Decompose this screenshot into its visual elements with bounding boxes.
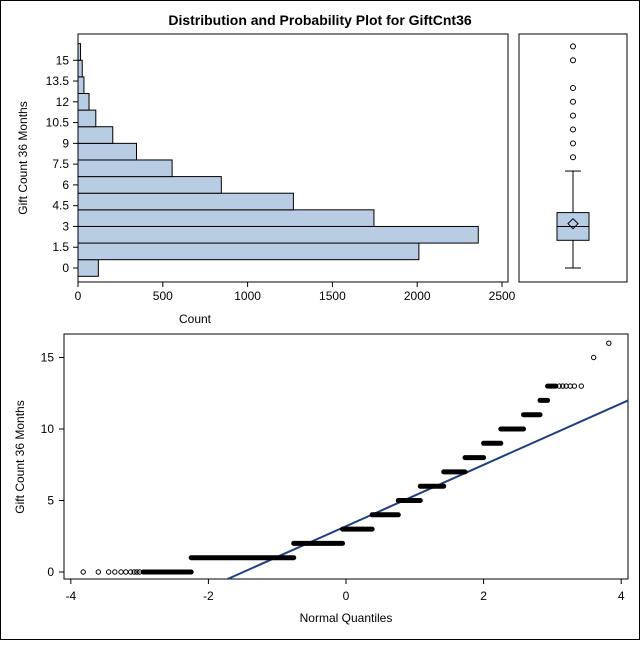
- qq-point: [95, 569, 102, 575]
- outlier-point: [570, 57, 576, 64]
- outlier-point: [570, 84, 576, 91]
- qq-point: [136, 569, 143, 575]
- y-tick-label: 6: [62, 178, 69, 192]
- x-tick-label: 1500: [319, 289, 346, 303]
- y-tick-label: 7.5: [52, 157, 69, 171]
- qq-y-tick-label: 10: [41, 422, 55, 436]
- y-tick-label: 0: [62, 261, 69, 275]
- qq-point: [80, 569, 86, 575]
- qq-y-tick-label: 0: [47, 565, 54, 579]
- qq-x-tick-label: -4: [65, 589, 76, 603]
- histogram-bar: [77, 109, 97, 128]
- x-tick-label: 0: [75, 289, 82, 303]
- outlier-point: [570, 98, 576, 105]
- x-tick-label: 1000: [234, 289, 261, 303]
- qq-point: [131, 569, 137, 575]
- outlier-point: [570, 126, 576, 133]
- qq-point: [127, 569, 134, 575]
- outlier-point: [570, 112, 576, 119]
- histogram-x-axis-label: Count: [179, 312, 212, 326]
- y-tick-label: 15: [56, 53, 70, 67]
- qq-x-tick-label: 4: [618, 589, 625, 603]
- histogram-bar: [77, 225, 479, 244]
- qq-point: [606, 340, 612, 346]
- boxplot-frame: [518, 33, 628, 283]
- qq-x-axis-label: Normal Quantiles: [300, 611, 393, 625]
- histogram-bar: [77, 209, 375, 227]
- boxplot-panel: [518, 33, 628, 283]
- y-tick-label: 9: [62, 136, 69, 150]
- histogram-bar: [77, 59, 83, 78]
- qq-x-tick-label: 0: [343, 589, 350, 603]
- outlier-point: [570, 154, 576, 161]
- histogram-bar: [77, 159, 173, 178]
- y-tick-label: 10.5: [46, 116, 70, 130]
- histogram-bar: [77, 142, 138, 161]
- qq-point: [134, 569, 140, 575]
- x-tick-label: 2000: [404, 289, 431, 303]
- figure-title: Distribution and Probability Plot for Gi…: [168, 12, 472, 28]
- histogram-bar: [77, 242, 420, 261]
- qq-point: [556, 383, 562, 389]
- histogram-bar: [77, 126, 114, 144]
- reference-line: [227, 399, 629, 580]
- y-tick-label: 3: [62, 219, 69, 233]
- y-tick-label: 12: [56, 95, 70, 109]
- qq-point: [590, 354, 597, 361]
- y-tick-label: 4.5: [52, 199, 69, 213]
- histogram-bar: [77, 76, 85, 94]
- qq-point: [105, 569, 112, 575]
- qq-y-tick-label: 15: [41, 351, 55, 365]
- outlier-point: [570, 43, 576, 50]
- x-tick-label: 2500: [489, 289, 516, 303]
- histogram-bar: [77, 259, 99, 277]
- histogram-y-axis-label: Gift Count 36 Months: [16, 101, 30, 214]
- y-tick-label: 13.5: [46, 74, 70, 88]
- qq-x-tick-label: 2: [480, 589, 487, 603]
- qq-point: [578, 383, 584, 389]
- histogram-panel: Count Gift Count 36 Months 0 500 1000 1500 2…: [16, 33, 516, 326]
- histogram-bar: [77, 176, 222, 194]
- qq-x-tick-label: -2: [203, 589, 214, 603]
- qq-point: [560, 383, 566, 389]
- qq-point: [571, 383, 578, 389]
- qq-point: [112, 569, 118, 575]
- x-tick-label: 500: [153, 289, 173, 303]
- qq-plot-panel: Normal Quantiles Gift Count 36 Months -4…: [13, 333, 629, 625]
- y-tick-label: 1.5: [52, 240, 69, 254]
- outlier-point: [570, 140, 576, 147]
- histogram-bar: [77, 92, 90, 111]
- histogram-bar: [77, 192, 294, 211]
- qq-y-tick-label: 5: [47, 494, 54, 508]
- qq-y-axis-label: Gift Count 36 Months: [13, 400, 27, 513]
- histogram-bar: [77, 43, 82, 61]
- mean-marker: [567, 217, 579, 230]
